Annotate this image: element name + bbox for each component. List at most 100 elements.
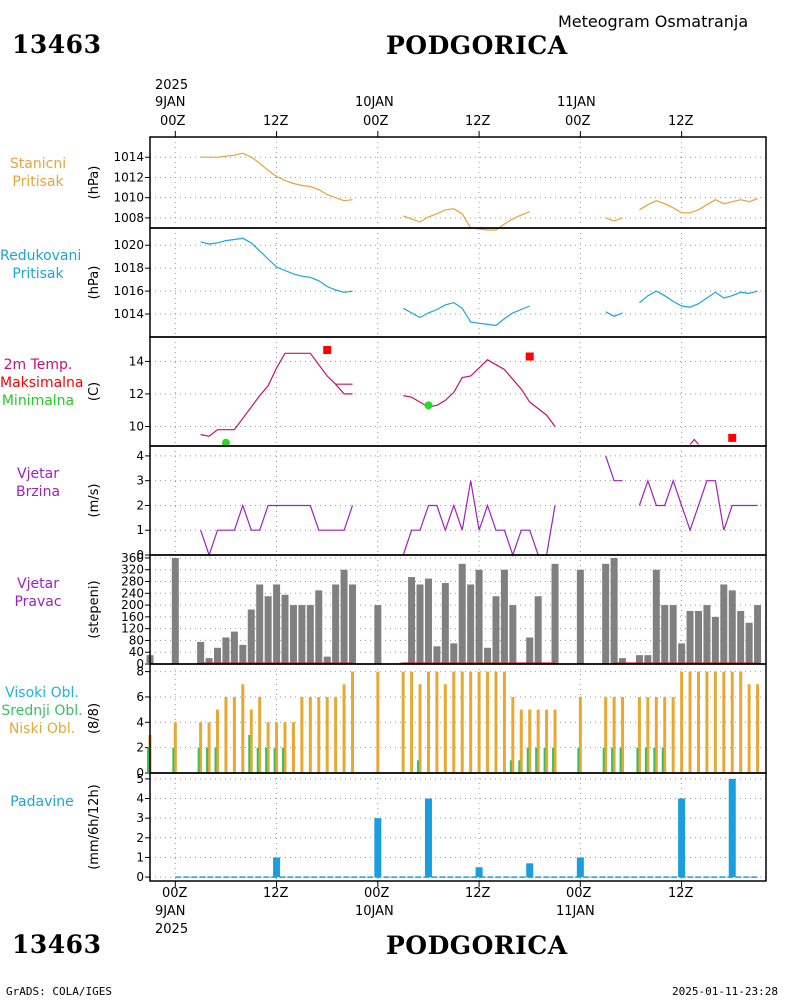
top-hour-1: 00Z xyxy=(160,114,186,129)
bottom-hour-3: 00Z xyxy=(364,886,390,901)
low-cloud-bar xyxy=(308,696,312,773)
bottom-hour-6: 12Z xyxy=(668,886,694,901)
low-cloud-bar xyxy=(519,709,523,773)
y-tick-label: 1020 xyxy=(113,238,144,252)
wind-direction-bar xyxy=(247,609,255,664)
low-cloud-bar xyxy=(578,696,582,773)
wind-direction-bar xyxy=(222,637,230,664)
wind-direction-bar xyxy=(281,594,289,664)
wind-direction-bar xyxy=(484,647,492,664)
y-tick-label: 160 xyxy=(121,610,144,624)
mid-cloud-bar xyxy=(197,747,200,773)
wind-direction-bar xyxy=(576,569,584,664)
panel-frame xyxy=(149,227,767,338)
mid-cloud-bar xyxy=(611,747,614,773)
series-line xyxy=(639,290,758,308)
series-line xyxy=(605,311,623,317)
low-cloud-bar xyxy=(207,722,211,773)
precip-bar xyxy=(374,818,382,878)
low-cloud-bar xyxy=(713,671,717,773)
precip-bar xyxy=(728,778,736,878)
top-year: 2025 xyxy=(155,78,189,93)
y-tick-label: 6 xyxy=(136,690,144,704)
top-hour-6: 12Z xyxy=(668,114,694,129)
mid-cloud-bar xyxy=(147,747,149,773)
mid-cloud-bar xyxy=(206,747,209,773)
wind-direction-bar xyxy=(678,643,686,664)
label-wind-speed: Vjetar Brzina xyxy=(0,465,76,501)
low-cloud-bar xyxy=(536,709,540,773)
wind-direction-bar xyxy=(551,563,559,664)
wind-direction-bar xyxy=(694,610,702,664)
bottom-hour-2: 12Z xyxy=(263,886,289,901)
series-line xyxy=(689,438,699,445)
credit-text: GrADS: COLA/IGES xyxy=(6,985,112,998)
low-cloud-bar xyxy=(317,696,321,773)
y-tick-label: 1014 xyxy=(113,307,144,321)
low-cloud-bar xyxy=(502,671,506,773)
wind-direction-bar xyxy=(230,631,238,664)
product-title: Meteogram Osmatranja xyxy=(558,12,749,31)
y-axis-unit: (hPa) xyxy=(87,266,102,300)
label-line: Padavine xyxy=(10,794,74,810)
wind-direction-bar xyxy=(256,584,264,664)
y-tick-label: 1 xyxy=(136,850,144,864)
label-line: Redukovani xyxy=(0,248,82,264)
y-tick-label: 3 xyxy=(136,474,144,488)
low-cloud-bar xyxy=(469,671,473,773)
precip-bar xyxy=(273,857,281,878)
mid-cloud-bar xyxy=(602,747,605,773)
series-line xyxy=(402,480,556,557)
y-tick-label: 320 xyxy=(121,563,144,577)
tmax-marker xyxy=(323,346,332,355)
y-tick-label: 1018 xyxy=(113,261,144,275)
wind-direction-bar xyxy=(239,644,247,664)
y-axis-unit: (m/s) xyxy=(87,484,102,518)
low-cloud-bar xyxy=(671,696,675,773)
y-tick-label: 2 xyxy=(136,831,144,845)
low-cloud-bar xyxy=(334,696,338,773)
wind-direction-bar xyxy=(619,658,627,664)
low-cloud-bar xyxy=(241,684,245,773)
low-cloud-bar xyxy=(300,696,304,773)
low-cloud-bar xyxy=(410,671,414,773)
label-line: 2m Temp. xyxy=(3,357,73,373)
mid-cloud-bar xyxy=(265,747,268,773)
wind-direction-bar xyxy=(264,596,272,664)
wind-direction-bar xyxy=(205,658,213,664)
mid-cloud-bar xyxy=(518,760,521,773)
mid-cloud-bar xyxy=(619,747,622,773)
low-cloud-bar xyxy=(688,671,692,773)
y-tick-label: 240 xyxy=(121,586,144,600)
bottom-date-2: 10JAN xyxy=(355,904,394,919)
low-cloud-bar xyxy=(696,671,700,773)
wind-direction-bar xyxy=(703,605,711,664)
low-cloud-bar xyxy=(232,696,236,773)
wind-direction-bar xyxy=(323,656,331,664)
low-cloud-bar xyxy=(426,671,430,773)
wind-direction-bar xyxy=(686,610,694,664)
precip-bar xyxy=(678,798,686,878)
bottom-hour-5: 00Z xyxy=(566,886,592,901)
y-tick-label: 4 xyxy=(136,449,144,463)
low-cloud-bar xyxy=(545,709,549,773)
wind-direction-bar xyxy=(644,655,652,664)
label-temperature: 2m Temp. Maksimalna Minimalna xyxy=(0,356,84,410)
y-tick-label: 5 xyxy=(136,772,144,786)
tmax-marker xyxy=(728,433,737,442)
y-tick-label: 10 xyxy=(129,419,144,433)
wind-direction-bar xyxy=(475,569,483,664)
y-tick-label: 0 xyxy=(136,657,144,671)
y-tick-label: 3 xyxy=(136,811,144,825)
wind-direction-bar xyxy=(720,584,728,664)
wind-direction-bar xyxy=(450,643,458,664)
low-cloud-bar xyxy=(224,696,228,773)
low-cloud-bar xyxy=(477,671,481,773)
top-hour-4: 12Z xyxy=(465,114,491,129)
wind-direction-bar xyxy=(500,569,508,664)
low-cloud-bar xyxy=(199,722,203,773)
wind-direction-bar xyxy=(711,616,719,664)
label-reduced-pressure: Redukovani Pritisak xyxy=(0,247,82,283)
low-cloud-bar xyxy=(443,684,447,773)
